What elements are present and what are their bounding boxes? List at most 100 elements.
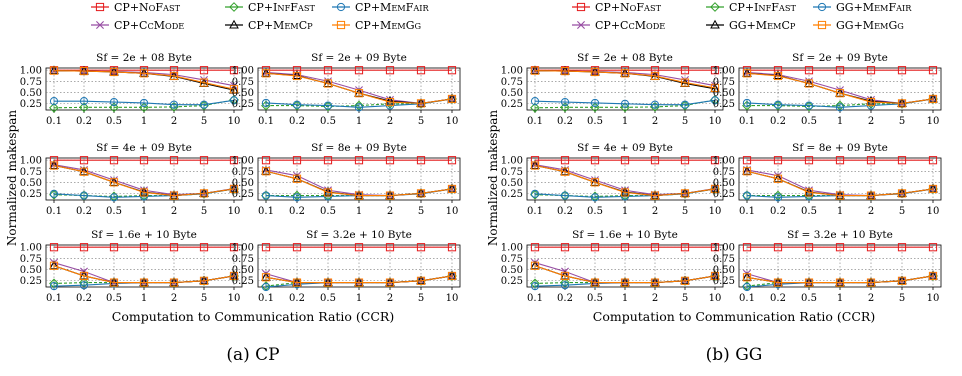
y-tick-label: 0.25 bbox=[20, 276, 42, 287]
marker-square bbox=[354, 191, 364, 200]
x-tick-label: 0.1 bbox=[739, 116, 755, 127]
marker-square bbox=[229, 243, 239, 252]
subplot-title: Sf = 2e + 08 Byte bbox=[96, 52, 192, 64]
y-tick-label: 0.75 bbox=[713, 77, 735, 88]
x-tick-label: 0.2 bbox=[76, 293, 92, 304]
subplot-1: 0.250.500.751.00 0.1 0.2 0.5 1 2 5 10 Sf = 2e + … bbox=[20, 52, 243, 127]
marker-square bbox=[742, 167, 752, 176]
marker-circle bbox=[804, 101, 814, 110]
x-tick-label: 2 bbox=[171, 206, 177, 217]
marker-circle bbox=[292, 100, 302, 109]
marker-square bbox=[199, 276, 209, 285]
x-tick-label: 0.1 bbox=[46, 293, 62, 304]
x-tick-label: 5 bbox=[418, 293, 424, 304]
x-tick-label: 5 bbox=[201, 206, 207, 217]
y-tick-label: 0.75 bbox=[713, 254, 735, 265]
marker-square bbox=[109, 243, 119, 252]
x-tick-label: 1 bbox=[356, 206, 362, 217]
marker-diamond bbox=[590, 102, 600, 113]
marker-triangle bbox=[835, 277, 845, 287]
subplot-5: 0.250.500.751.00 0.1 0.2 0.5 1 2 5 10 Sf = 1.6e … bbox=[501, 229, 724, 304]
marker-diamond bbox=[560, 102, 570, 113]
x-tick-label: 0.2 bbox=[289, 116, 305, 127]
marker-square bbox=[710, 83, 720, 92]
marker-circle bbox=[620, 99, 630, 108]
y-tick-label: 0.75 bbox=[232, 254, 254, 265]
marker-square bbox=[620, 188, 630, 197]
marker-square bbox=[354, 156, 364, 165]
marker-square bbox=[416, 99, 426, 108]
marker-square bbox=[229, 184, 239, 194]
x-tick-label: 5 bbox=[418, 116, 424, 127]
x-tick-label: 1 bbox=[141, 206, 147, 217]
legend: CP+NOFAST CP+INFFAST GG+MEMFAIR CP+CCMODE GG… bbox=[572, 1, 912, 32]
marker-triangle bbox=[530, 260, 540, 270]
x-tick-label: 1 bbox=[141, 293, 147, 304]
marker-diamond bbox=[139, 102, 149, 113]
subplot-3: 0.250.500.751.00 0.1 0.2 0.5 1 2 5 10 Sf = 4e + … bbox=[20, 142, 243, 217]
marker-square bbox=[773, 174, 783, 183]
marker-square bbox=[49, 161, 59, 170]
marker-square bbox=[680, 156, 690, 165]
x-tick-label: 2 bbox=[868, 293, 874, 304]
marker-square bbox=[292, 71, 302, 81]
marker-square bbox=[928, 184, 938, 194]
x-tick-label: 0.5 bbox=[587, 293, 603, 304]
subplot-4: 0.250.500.751.00 0.1 0.2 0.5 1 2 5 10 Sf = 8e + … bbox=[232, 142, 461, 217]
marker-square bbox=[590, 67, 600, 77]
marker-square bbox=[416, 276, 426, 285]
subfigure-2: CP+NOFAST CP+INFFAST GG+MEMFAIR CP+CCMODE GG… bbox=[486, 1, 942, 365]
marker-circle bbox=[590, 193, 600, 202]
marker-square bbox=[590, 156, 600, 165]
x-axis-label: Computation to Communication Ratio (CCR) bbox=[593, 309, 875, 324]
marker-diamond bbox=[169, 277, 179, 288]
legend-label: CP+MEMGG bbox=[355, 19, 421, 32]
marker-triangle bbox=[742, 68, 752, 77]
marker-square bbox=[385, 191, 395, 200]
subplot-title: Sf = 3.2e + 10 Byte bbox=[787, 229, 893, 241]
marker-square bbox=[109, 178, 119, 187]
marker-square bbox=[897, 189, 907, 198]
y-tick-label: 0.50 bbox=[20, 178, 42, 189]
marker-circle bbox=[49, 189, 59, 198]
x-tick-label: 0.5 bbox=[320, 206, 336, 217]
y-tick-label: 1.00 bbox=[501, 156, 523, 167]
marker-square bbox=[650, 71, 660, 81]
legend-label: GG+MEMGG bbox=[836, 19, 904, 32]
subplot-6: 0.250.500.751.00 0.1 0.2 0.5 1 2 5 10 Sf = 3.2e … bbox=[232, 229, 461, 304]
marker-square bbox=[742, 273, 752, 282]
x-tick-label: 0.5 bbox=[587, 206, 603, 217]
y-tick-label: 0.25 bbox=[501, 189, 523, 200]
x-tick-label: 0.2 bbox=[76, 116, 92, 127]
y-tick-label: 0.50 bbox=[501, 265, 523, 276]
marker-square bbox=[79, 167, 89, 176]
x-tick-label: 5 bbox=[899, 206, 905, 217]
y-tick-label: 1.00 bbox=[713, 156, 735, 167]
marker-square bbox=[49, 261, 59, 270]
x-tick-label: 0.2 bbox=[76, 206, 92, 217]
marker-square bbox=[680, 276, 690, 285]
marker-diamond bbox=[530, 102, 540, 113]
x-tick-label: 0.2 bbox=[557, 206, 573, 217]
marker-triangle bbox=[139, 277, 149, 287]
x-tick-label: 2 bbox=[387, 116, 393, 127]
marker-diamond bbox=[447, 271, 457, 281]
x-tick-label: 2 bbox=[652, 206, 658, 217]
marker-square bbox=[292, 174, 302, 183]
x-tick-label: 0.2 bbox=[770, 293, 786, 304]
marker-square bbox=[620, 156, 630, 165]
marker-triangle bbox=[261, 68, 271, 77]
marker-circle bbox=[742, 98, 752, 108]
marker-circle bbox=[560, 281, 570, 290]
marker-circle bbox=[336, 2, 346, 12]
marker-square bbox=[79, 66, 89, 76]
marker-square bbox=[169, 71, 179, 81]
marker-square bbox=[530, 243, 540, 252]
y-axis-label: Normalized makespan bbox=[486, 110, 500, 246]
subplot-title: Sf = 2e + 09 Byte bbox=[792, 52, 888, 64]
marker-square bbox=[79, 243, 89, 252]
marker-square bbox=[773, 156, 783, 165]
x-tick-label: 2 bbox=[652, 293, 658, 304]
marker-square bbox=[804, 79, 814, 88]
x-tick-label: 10 bbox=[228, 206, 241, 217]
